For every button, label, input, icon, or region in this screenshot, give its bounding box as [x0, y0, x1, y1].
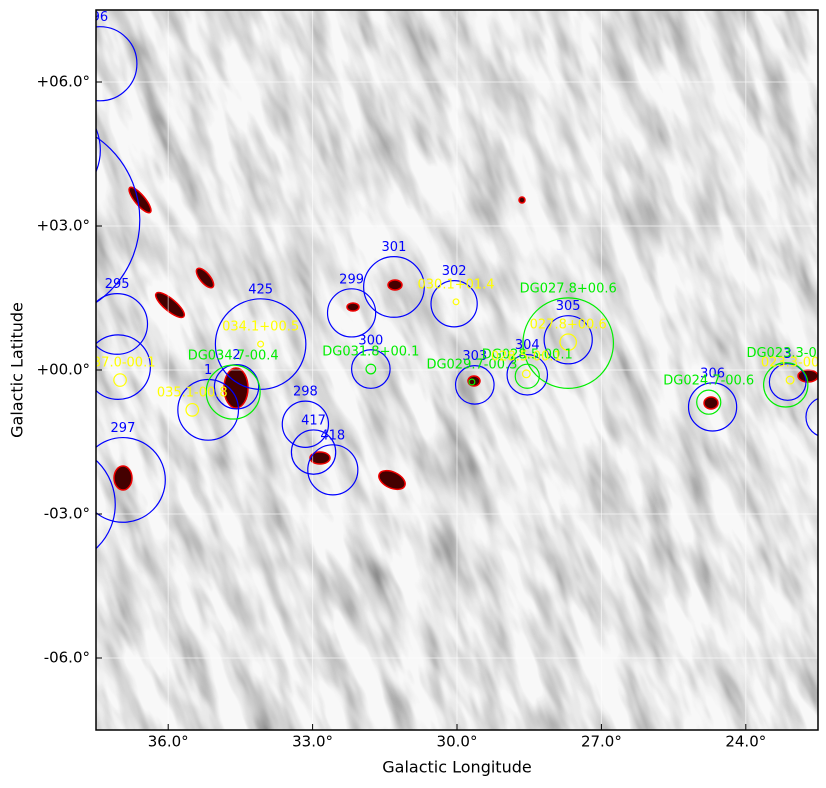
source-label: 297: [111, 421, 136, 436]
y-tick-label: -03.0°: [44, 505, 90, 523]
x-tick-label: 36.0°: [148, 733, 189, 751]
source-circle: [257, 340, 265, 348]
source-circle: [696, 389, 722, 415]
source-circle: [514, 363, 540, 389]
source-circle: [365, 363, 377, 375]
source-circle: [506, 353, 549, 396]
source-circle: [96, 334, 151, 400]
source-label: DG028.5-00.1: [482, 348, 573, 363]
source-circle: [559, 333, 577, 351]
y-tick-label: +03.0°: [37, 217, 90, 235]
source-label: 299: [339, 272, 364, 287]
source-circle: [205, 364, 261, 420]
source-circle: [430, 280, 478, 328]
source-circle: [521, 369, 531, 379]
y-axis-label: Galactic Latitude: [8, 302, 27, 438]
source-circle: [113, 373, 127, 387]
source-circle: [522, 297, 615, 389]
x-tick-label: 33.0°: [292, 733, 333, 751]
y-tick-label: +06.0°: [37, 73, 90, 91]
source-label: 418: [320, 428, 345, 443]
source-label: 030.1+01.4: [418, 277, 495, 292]
source-circle: [763, 362, 809, 408]
x-tick-label: 27.0°: [581, 733, 622, 751]
source-circle: [290, 429, 337, 475]
grid: [96, 10, 818, 730]
source-circle: [214, 298, 307, 390]
source-circle: [96, 26, 138, 102]
source-label: 2: [232, 348, 240, 363]
y-tick-label: +00.0°: [37, 361, 90, 379]
source-circle: [96, 293, 149, 355]
source-label: 298: [293, 385, 318, 400]
source-label: 301: [382, 240, 407, 255]
source-circle: [452, 298, 460, 306]
source-circle: [96, 127, 101, 174]
x-axis-label: Galactic Longitude: [382, 758, 531, 777]
source-circle: [785, 375, 795, 385]
source-label: DG029.7-00.3: [426, 358, 517, 373]
source-label: 037.0-00.1: [85, 356, 156, 371]
source-circle: [543, 315, 593, 365]
source-circle: [363, 256, 425, 318]
source-circle: [96, 459, 116, 550]
source-label: 023.3-00: [761, 356, 819, 371]
source-circle: [687, 382, 738, 432]
source-circle: [213, 364, 260, 410]
source-label: 425: [248, 282, 273, 297]
source-circle: [326, 288, 377, 338]
source-label: 1: [204, 363, 212, 378]
source-label: 306: [700, 366, 725, 381]
source-circle: [96, 136, 141, 304]
source-circle: [805, 397, 818, 437]
source-circle: [454, 365, 495, 405]
source-label: DG034.7-00.4: [188, 349, 279, 364]
source-label: 305: [556, 299, 581, 314]
source-label: 3: [784, 347, 792, 362]
source-circle: [350, 349, 391, 389]
axes: 36.0° 33.0° 30.0° 27.0° 24.0° +06.0° +03.0° +00…: [37, 73, 767, 751]
source-label: 035.1-00.8: [157, 385, 228, 400]
overlays: [96, 26, 818, 550]
source-circle: [96, 436, 166, 523]
source-label: 027.8+00.6: [530, 317, 607, 332]
source-label: 028.5-00.1: [491, 349, 562, 364]
source-circle: [307, 444, 359, 496]
source-circle: [177, 378, 240, 441]
source-circle: [468, 378, 476, 386]
source-label: 417: [301, 413, 326, 428]
x-tick-label: 24.0°: [725, 733, 766, 751]
source-label: 034.1+00.5: [222, 320, 299, 335]
source-label: 302: [442, 264, 467, 279]
source-circle: [185, 402, 200, 417]
source-label: 295: [105, 277, 130, 292]
x-tick-label: 30.0°: [437, 733, 478, 751]
source-label: 96: [92, 10, 109, 25]
source-circle: [281, 400, 330, 448]
source-label: DG024.7-00.6: [663, 374, 754, 389]
source-label: DG031.8+00.1: [322, 345, 419, 360]
y-tick-label: -06.0°: [44, 649, 90, 667]
source-label: 304: [515, 338, 540, 353]
source-label: DG027.8+00.6: [520, 281, 617, 296]
source-label: 300: [358, 333, 383, 348]
source-circle: [768, 363, 807, 401]
source-label: 303: [462, 349, 487, 364]
source-label: DG023.3-00: [746, 346, 825, 361]
